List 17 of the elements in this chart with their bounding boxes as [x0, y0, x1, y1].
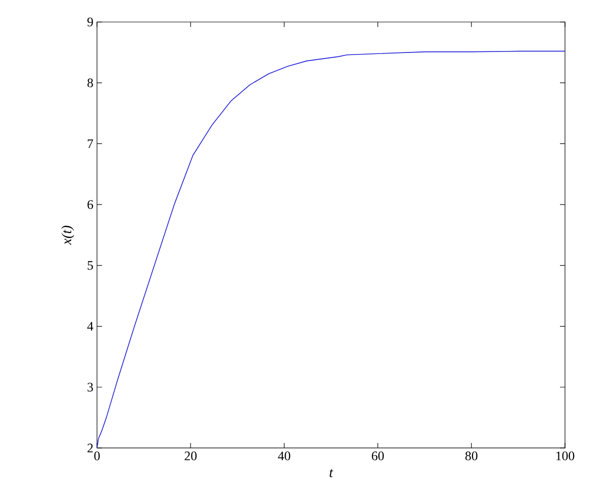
x-tick-label: 80	[465, 452, 478, 460]
x-tick-label: 100	[556, 452, 574, 460]
y-tick-label: 4	[87, 322, 94, 331]
x-tick-label: 20	[184, 452, 197, 460]
x-tick-label: 40	[278, 452, 290, 460]
line-series	[97, 50, 565, 448]
y-tick-label: 8	[87, 78, 93, 88]
y-tick-label: 3	[88, 382, 93, 392]
x-tick-label: 60	[372, 452, 384, 460]
y-tick-label: 2	[88, 444, 93, 452]
y-tick-label: 5	[88, 261, 93, 270]
y-tick-label: 7	[88, 139, 94, 148]
y-tick-label: 9	[87, 18, 93, 26]
y-tick-label: 6	[88, 200, 94, 209]
x-axis-title: t	[330, 469, 334, 478]
x-tick-label: 0	[94, 452, 100, 460]
y-axis-title: x(t)	[61, 226, 74, 245]
